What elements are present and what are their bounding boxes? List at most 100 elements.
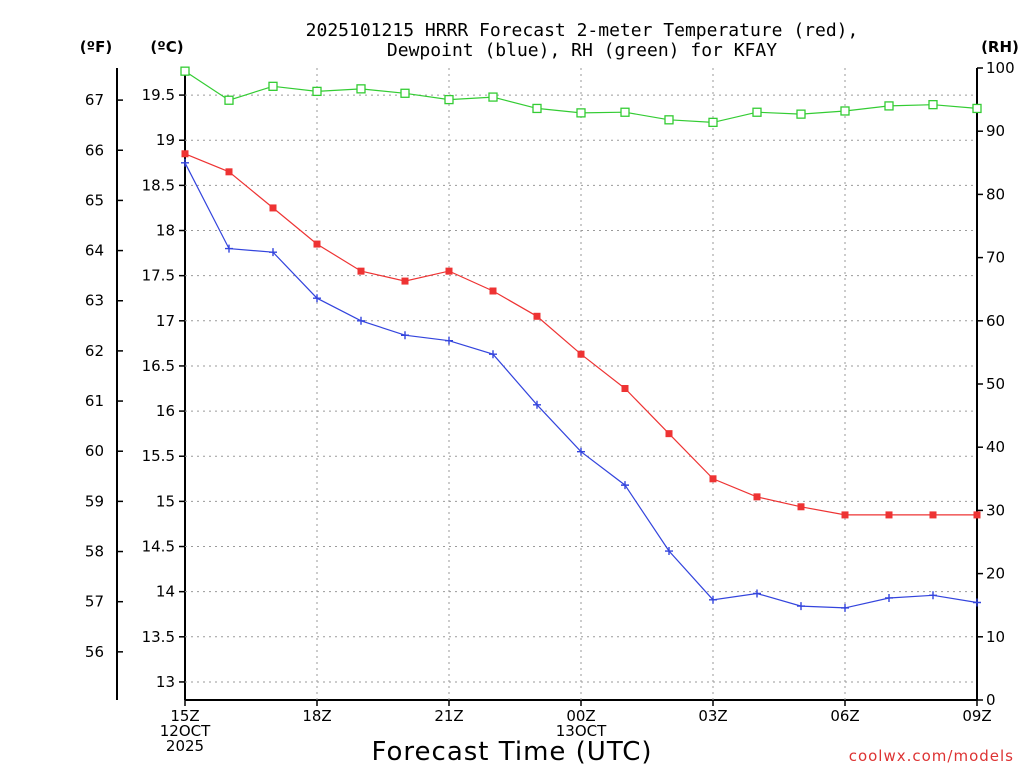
rh-tick-label: 100: [986, 59, 1015, 77]
temperature-point: [225, 168, 233, 176]
rh-tick-label: 70: [986, 249, 1005, 267]
chart-title-line-1: 2025101215 HRRR Forecast 2-meter Tempera…: [306, 20, 859, 41]
fahrenheit-tick-label: 56: [85, 643, 104, 661]
rh-tick-label: 10: [986, 628, 1005, 646]
temperature-point: [797, 503, 805, 511]
fahrenheit-tick-label: 67: [85, 91, 104, 109]
x-tick-label: 21Z: [434, 707, 463, 725]
dewpoint-point: [401, 331, 409, 340]
temperature-point: [313, 240, 321, 248]
x-tick-label: 18Z: [302, 707, 331, 725]
dewpoint-point: [269, 248, 277, 257]
temperature-point: [709, 475, 717, 483]
rh-point: [356, 84, 366, 94]
dewpoint-point: [621, 481, 629, 490]
rh-point: [664, 115, 674, 125]
rh-tick-label: 40: [986, 438, 1005, 456]
x-axis-label: Forecast Time (UTC): [371, 737, 652, 767]
rh-point: [444, 94, 454, 105]
dewpoint-point: [929, 591, 937, 600]
x-tick-label: 13OCT: [556, 722, 607, 740]
rh-tick-label: 60: [986, 312, 1005, 330]
rh-point: [488, 92, 498, 102]
dewpoint-point: [225, 244, 233, 253]
rh-tick-label: 20: [986, 565, 1005, 583]
rh-point: [796, 109, 806, 119]
dewpoint-point: [973, 598, 981, 607]
chart-title-line-2: Dewpoint (blue), RH (green) for KFAY: [387, 40, 777, 61]
temperature-point: [181, 150, 189, 158]
fahrenheit-tick-label: 64: [85, 242, 104, 260]
temperature-point: [621, 385, 629, 393]
celsius-unit-label: (ºC): [150, 38, 183, 56]
celsius-tick-label: 16.5: [142, 357, 175, 375]
fahrenheit-unit-label: (ºF): [80, 38, 112, 56]
rh-tick-label: 90: [986, 122, 1005, 140]
x-tick-label: 00Z: [566, 707, 595, 725]
temperature-point: [269, 204, 277, 212]
fahrenheit-tick-label: 62: [85, 342, 104, 360]
dewpoint-point: [841, 603, 849, 612]
rh-point: [840, 106, 850, 116]
fahrenheit-tick-label: 66: [85, 141, 104, 159]
rh-point: [972, 103, 982, 114]
temperature-point: [929, 511, 937, 519]
temperature-point: [357, 267, 365, 275]
temperature-point: [665, 430, 673, 438]
temperature-point: [753, 493, 761, 501]
dewpoint-point: [709, 595, 717, 604]
rh-point: [268, 81, 278, 91]
rh-point: [400, 88, 410, 98]
celsius-tick-label: 19.5: [142, 86, 175, 104]
celsius-tick-label: 19: [156, 131, 175, 149]
rh-tick-label: 80: [986, 185, 1005, 203]
fahrenheit-tick-label: 63: [85, 292, 104, 310]
temperature-point: [577, 350, 585, 358]
celsius-tick-label: 13: [156, 673, 175, 691]
x-tick-label: 2025: [166, 737, 204, 755]
dewpoint-point: [445, 336, 453, 345]
dewpoint-point: [489, 350, 497, 359]
dewpoint-series-line: [184, 162, 978, 609]
dewpoint-point: [577, 447, 585, 456]
dewpoint-point: [885, 593, 893, 602]
credit-text: coolwx.com/models: [849, 747, 1014, 765]
dewpoint-point: [313, 294, 321, 303]
rh-point: [884, 101, 894, 111]
celsius-tick-label: 14: [156, 583, 175, 601]
fahrenheit-tick-label: 57: [85, 593, 104, 611]
celsius-tick-label: 13.5: [142, 628, 175, 646]
fahrenheit-tick-label: 65: [85, 191, 104, 209]
temperature-point: [533, 312, 541, 320]
x-tick-label: 03Z: [698, 707, 727, 725]
series-layer: [180, 66, 982, 612]
celsius-tick-label: 17.5: [142, 267, 175, 285]
fahrenheit-tick-label: 59: [85, 492, 104, 510]
dewpoint-point: [753, 589, 761, 598]
fahrenheit-tick-label: 58: [85, 543, 104, 561]
grid-layer: [185, 68, 977, 700]
celsius-tick-label: 18: [156, 222, 175, 240]
temperature-point: [841, 511, 849, 519]
dewpoint-point: [357, 316, 365, 325]
fahrenheit-tick-label: 61: [85, 392, 104, 410]
x-tick-label: 15Z: [170, 707, 199, 725]
temperature-point: [489, 287, 497, 295]
dewpoint-point: [533, 400, 541, 409]
celsius-tick-label: 14.5: [142, 538, 175, 556]
rh-point: [928, 100, 938, 110]
rh-point: [312, 86, 322, 97]
rh-point: [620, 107, 630, 117]
rh-unit-label: (RH): [981, 38, 1019, 56]
dewpoint-point: [797, 602, 805, 611]
rh-point: [532, 103, 542, 114]
dewpoint-point: [665, 547, 673, 556]
rh-tick-label: 50: [986, 375, 1005, 393]
rh-point: [224, 95, 234, 105]
fahrenheit-tick-label: 60: [85, 442, 104, 460]
celsius-tick-label: 18.5: [142, 176, 175, 194]
temperature-point: [973, 511, 981, 519]
axis-layer: 13 13.5 14 14.5 15 15.5 16 16.5 17 17.5 18 18.5 19 19…: [85, 59, 1015, 755]
rh-tick-label: 30: [986, 501, 1005, 519]
